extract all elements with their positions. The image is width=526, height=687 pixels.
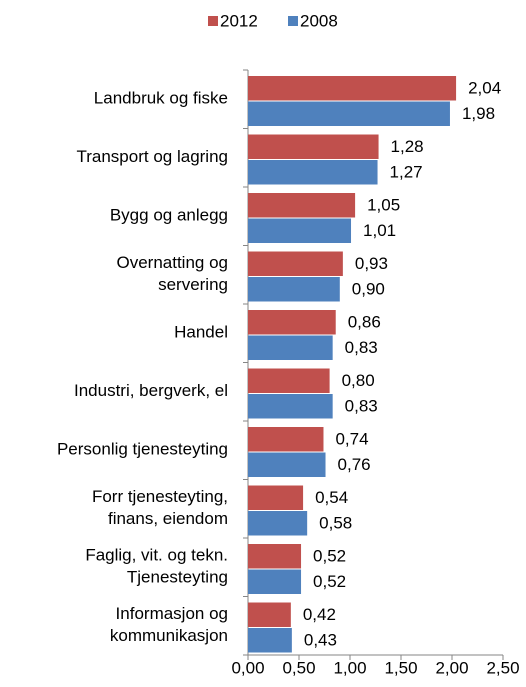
bar: [248, 277, 340, 302]
category-label: Transport og lagring: [76, 147, 228, 166]
bar: [248, 452, 326, 477]
category-label: kommunikasjon: [110, 626, 228, 645]
category-label: Forr tjenesteyting,: [92, 487, 228, 506]
value-label: 0,83: [345, 396, 378, 415]
legend-swatch: [208, 16, 218, 26]
bar: [248, 310, 336, 335]
value-label: 0,42: [303, 605, 336, 624]
value-label: 0,52: [313, 572, 346, 591]
value-label: 0,43: [304, 630, 337, 649]
legend-swatch: [288, 16, 298, 26]
value-label: 0,90: [352, 279, 385, 298]
bar: [248, 368, 330, 393]
bar: [248, 602, 291, 627]
bar: [248, 101, 450, 126]
x-tick-label: 0,50: [282, 658, 315, 677]
bar: [248, 193, 356, 218]
bar: [248, 218, 352, 243]
value-label: 0,52: [313, 546, 346, 565]
value-label: 1,05: [367, 195, 400, 214]
category-label: Faglig, vit. og tekn.: [85, 546, 228, 565]
bar: [248, 511, 308, 536]
bar: [248, 485, 304, 510]
bar: [248, 76, 457, 101]
category-label: Industri, bergverk, el: [74, 381, 228, 400]
category-label: Tjenesteyting: [127, 568, 228, 587]
value-label: 0,76: [338, 455, 371, 474]
bar: [248, 427, 324, 452]
bar: [248, 628, 292, 653]
bar: [248, 569, 302, 594]
category-label: Informasjon og: [116, 604, 228, 623]
value-label: 1,98: [462, 104, 495, 123]
value-label: 0,93: [355, 254, 388, 273]
x-tick-label: 2,00: [435, 658, 468, 677]
legend-label: 2012: [220, 11, 258, 30]
bar: [248, 251, 343, 276]
bar: [248, 134, 379, 159]
category-label: Bygg og anlegg: [110, 206, 228, 225]
legend-label: 2008: [300, 11, 338, 30]
bar: [248, 335, 333, 360]
value-label: 2,04: [468, 78, 501, 97]
bar: [248, 544, 302, 569]
x-tick-label: 2,50: [486, 658, 519, 677]
x-tick-label: 0,00: [231, 658, 264, 677]
value-label: 1,28: [391, 137, 424, 156]
bar: [248, 394, 333, 419]
value-label: 0,83: [345, 338, 378, 357]
value-label: 1,01: [363, 221, 396, 240]
value-label: 1,27: [390, 162, 423, 181]
category-label: Personlig tjenesteyting: [57, 440, 228, 459]
value-label: 0,86: [348, 312, 381, 331]
value-label: 0,74: [335, 429, 368, 448]
x-tick-label: 1,50: [384, 658, 417, 677]
category-label: Handel: [174, 323, 228, 342]
value-label: 0,80: [342, 371, 375, 390]
value-label: 0,54: [315, 488, 348, 507]
category-label: Landbruk og fiske: [94, 89, 228, 108]
category-label: finans, eiendom: [108, 509, 228, 528]
category-label: Overnatting og: [116, 253, 228, 272]
bar: [248, 160, 378, 185]
category-label: servering: [158, 275, 228, 294]
value-label: 0,58: [319, 513, 352, 532]
x-tick-label: 1,00: [333, 658, 366, 677]
